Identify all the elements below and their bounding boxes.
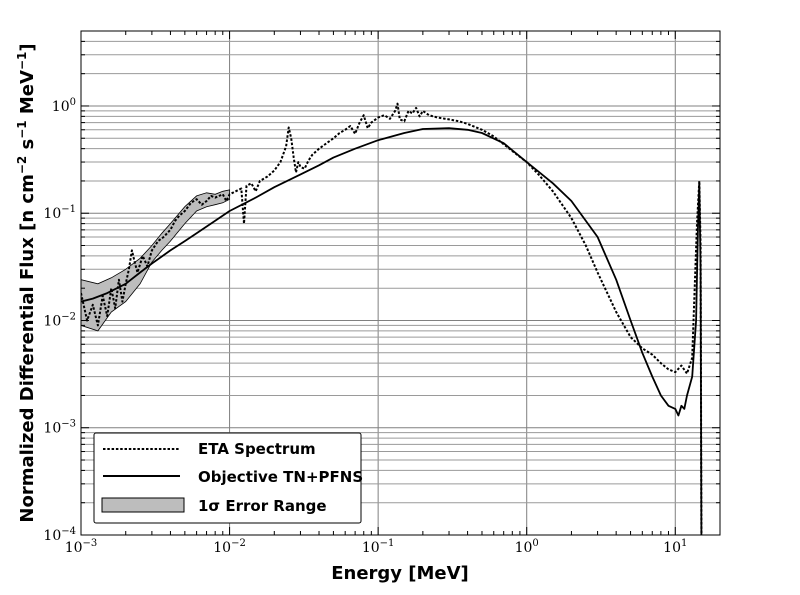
x-tick-label: 101: [663, 538, 687, 556]
series-objective-tn-pfns: [81, 127, 703, 535]
y-axis-label-sup3: −1: [15, 52, 29, 70]
legend-label-error-band: 1σ Error Range: [198, 497, 327, 515]
y-axis-label-main: Normalized Differential Flux [n cm: [17, 174, 38, 522]
legend-swatch-error-band: [101, 497, 185, 513]
ticks: [80, 30, 721, 536]
y-tick-label: 10−2: [43, 311, 76, 329]
y-tick-labels: 10−4 10−3 10−2 10−1 100: [43, 97, 76, 544]
plot-frame: [80, 30, 721, 536]
error-band-layer: [81, 189, 231, 332]
y-tick-label: 10−3: [43, 419, 76, 437]
legend-label-objective: Objective TN+PFNS: [198, 468, 363, 486]
legend: ETA Spectrum Objective TN+PFNS 1σ Error …: [93, 432, 363, 524]
y-axis-label: Normalized Differential Flux [n cm−2 s−1…: [15, 43, 38, 522]
y-axis-label-sup2: −1: [15, 120, 29, 138]
x-tick-label: 10−2: [213, 538, 246, 556]
y-axis-label-end: ]: [17, 43, 38, 51]
x-axis-label: Energy [MeV]: [331, 563, 469, 584]
y-tick-label: 10−4: [43, 526, 76, 544]
y-axis-label-sup1: −2: [15, 156, 29, 174]
y-axis-label-mid2: MeV: [17, 70, 38, 120]
x-tick-label: 100: [515, 538, 539, 556]
y-tick-label: 10−1: [43, 204, 76, 222]
y-axis-label-mid: s: [17, 139, 38, 156]
x-tick-label: 10−1: [362, 538, 395, 556]
legend-label-eta: ETA Spectrum: [198, 440, 316, 458]
series-layer: [81, 102, 703, 535]
x-tick-labels: 10−3 10−2 10−1 100 101: [65, 538, 688, 556]
error-band: [81, 189, 231, 332]
y-tick-label: 100: [52, 97, 76, 115]
x-tick-label: 10−3: [65, 538, 98, 556]
